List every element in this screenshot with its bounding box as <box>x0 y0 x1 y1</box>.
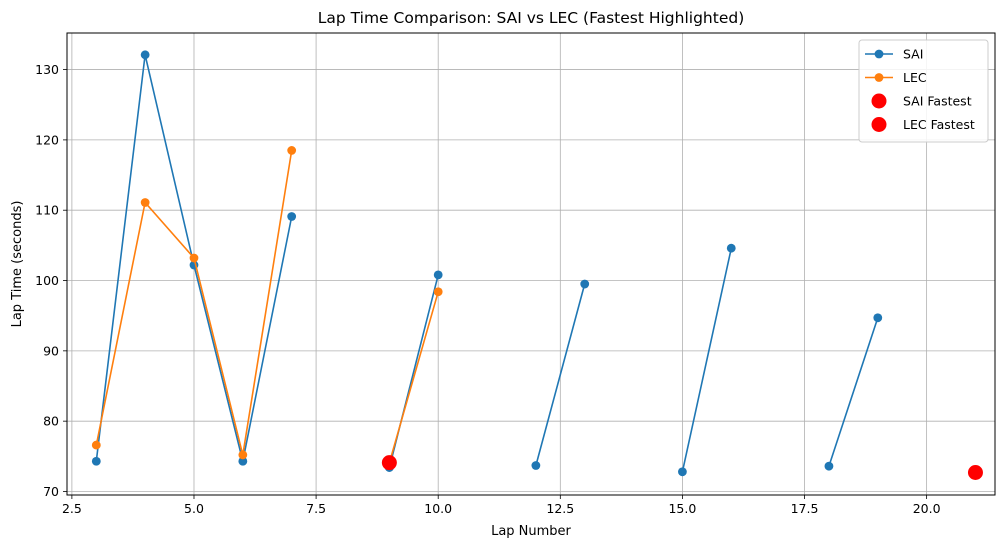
legend-label: LEC <box>903 70 927 85</box>
legend-marker-swatch <box>874 73 884 82</box>
legend-marker-swatch <box>871 117 887 132</box>
y-tick-label: 130 <box>35 62 59 77</box>
data-point <box>140 198 150 207</box>
legend-marker-swatch <box>874 49 884 59</box>
y-tick-label: 90 <box>43 343 59 358</box>
x-tick-label: 15.0 <box>668 501 696 516</box>
legend-item: SAI <box>865 47 923 62</box>
series-line-segment <box>681 248 733 472</box>
legend-item: LEC Fastest <box>871 117 975 132</box>
plot-frame <box>66 32 996 496</box>
x-tick-label: 2.5 <box>62 501 82 516</box>
x-tick-label: 17.5 <box>791 501 819 516</box>
y-tick-label: 120 <box>35 132 59 147</box>
legend-item: SAI Fastest <box>871 93 972 109</box>
x-tick-label: 10.0 <box>424 501 452 516</box>
fastest-lap-marker <box>381 455 397 471</box>
x-axis-label: Lap Number <box>491 524 571 539</box>
series-line-segment <box>388 291 439 463</box>
x-tick-label: 12.5 <box>546 501 574 516</box>
data-point <box>531 461 541 470</box>
y-tick-label: 110 <box>35 203 59 218</box>
data-point <box>824 461 834 471</box>
series-sai <box>91 50 980 477</box>
data-point <box>873 313 883 323</box>
data-point <box>580 279 590 289</box>
data-point <box>140 50 150 60</box>
legend-label: SAI <box>903 47 923 62</box>
data-point <box>287 212 297 221</box>
series-layer <box>91 50 980 477</box>
data-point <box>433 270 443 280</box>
chart-title: Lap Time Comparison: SAI vs LEC (Fastest… <box>318 9 745 27</box>
highlight-layer <box>381 455 983 480</box>
series-lec <box>91 146 443 468</box>
series-line-segment <box>828 317 879 467</box>
x-tick-label: 7.5 <box>306 501 326 516</box>
data-point <box>238 450 248 460</box>
x-tick-label: 5.0 <box>184 501 204 516</box>
legend-item: LEC <box>865 70 927 85</box>
x-tick-label: 20.0 <box>913 501 941 516</box>
y-tick-label: 70 <box>43 484 59 499</box>
series-line-segment <box>535 283 586 466</box>
data-point <box>433 287 443 297</box>
legend-box <box>858 39 989 143</box>
data-point <box>238 456 248 466</box>
y-tick-label: 100 <box>35 273 59 288</box>
data-point <box>189 253 199 263</box>
y-tick-label: 80 <box>43 414 59 429</box>
data-point <box>91 456 101 466</box>
y-axis-label: Lap Time (seconds) <box>10 201 25 328</box>
legend-marker-swatch <box>871 93 887 109</box>
fastest-lap-marker <box>967 464 983 480</box>
data-point <box>678 467 687 477</box>
data-point <box>91 440 101 450</box>
legend-label: LEC Fastest <box>903 117 975 132</box>
data-point <box>726 243 736 253</box>
legend-label: SAI Fastest <box>903 94 972 109</box>
axis-ticks: 2.5 5.0 7.5 10.0 12.5 15.0 17.5 20.0 70 80 90 100 11… <box>35 62 940 516</box>
data-point <box>287 146 297 155</box>
legend: SAI LEC SAI Fastest LEC Fastest <box>858 39 989 143</box>
